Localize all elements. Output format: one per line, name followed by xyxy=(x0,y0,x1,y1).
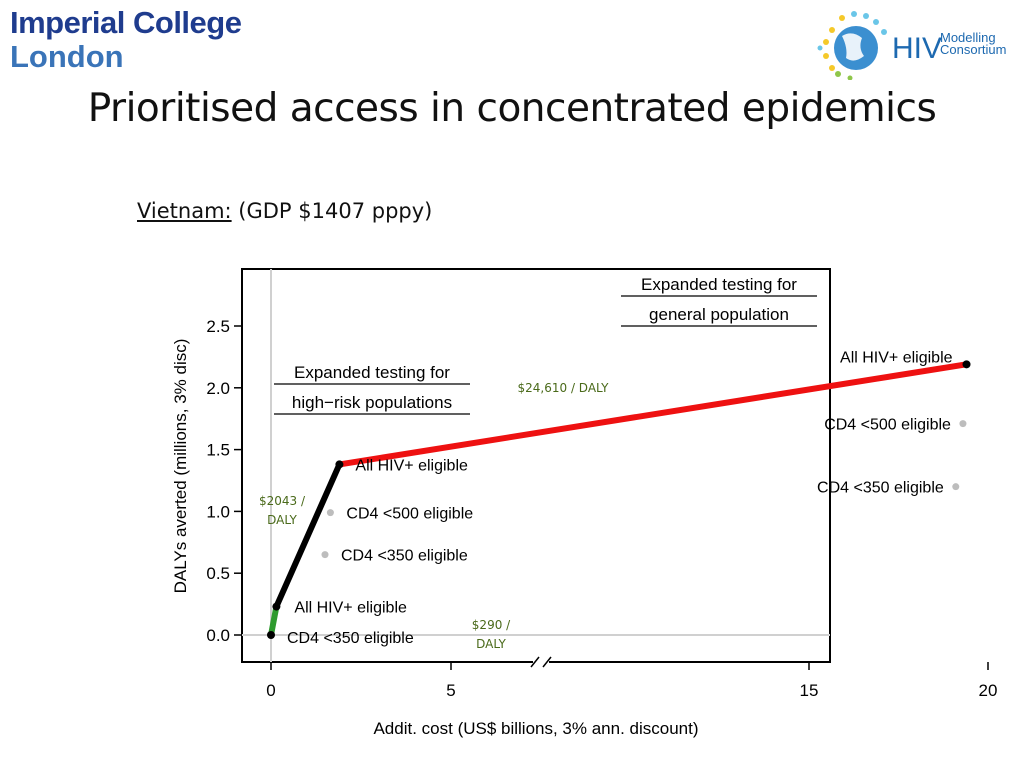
dominated-point xyxy=(959,420,967,428)
icer-annotation: DALY xyxy=(476,637,506,651)
axis-break-mark xyxy=(542,656,552,668)
x-tick-label: 20 xyxy=(979,681,998,700)
frontier-point xyxy=(267,631,275,639)
group-label-line1: Expanded testing for xyxy=(641,275,797,294)
y-tick-label: 2.5 xyxy=(206,317,230,336)
icer-annotation: $290 / xyxy=(472,618,511,632)
hiv-modelling-consortium-logo: HIV Modelling Consortium xyxy=(812,8,1017,81)
group-label-line2: high−risk populations xyxy=(292,393,452,412)
logo-right-main: HIV xyxy=(892,32,943,65)
x-tick-label: 0 xyxy=(266,681,275,700)
x-tick-label: 5 xyxy=(446,681,455,700)
frontier-point xyxy=(962,360,971,369)
icer-annotation: $2043 / xyxy=(259,494,306,508)
logo-right-sub2: Consortium xyxy=(940,42,1007,57)
x-axis-title: Addit. cost (US$ billions, 3% ann. disco… xyxy=(373,719,698,738)
group-label-line1: Expanded testing for xyxy=(294,363,450,382)
frontier-point xyxy=(272,602,281,611)
y-tick-label: 0.0 xyxy=(206,626,230,645)
point-label: CD4 <350 eligible xyxy=(287,630,414,647)
group-label-line2: general population xyxy=(649,305,789,324)
icer-annotation: DALY xyxy=(267,513,297,527)
icer-annotation: $24,610 / DALY xyxy=(518,381,610,395)
axis-break-mark xyxy=(530,656,540,668)
slide-title: Prioritised access in concentrated epide… xyxy=(87,86,937,131)
point-label: CD4 <500 eligible xyxy=(346,506,473,523)
point-label: CD4 <500 eligible xyxy=(824,417,951,434)
y-axis-title: DALYs averted (millions, 3% disc) xyxy=(171,339,190,594)
frontier-segment-black xyxy=(273,461,343,610)
y-tick-label: 1.0 xyxy=(206,502,230,521)
slide-subtitle: Vietnam: (GDP $1407 pppy) xyxy=(137,199,432,223)
y-tick-label: 1.5 xyxy=(206,441,230,460)
subtitle-country: Vietnam: xyxy=(137,199,232,223)
dominated-point xyxy=(321,551,329,559)
dominated-point xyxy=(326,509,334,517)
logo-left-line1: Imperial College xyxy=(10,5,242,40)
imperial-college-logo: Imperial College London xyxy=(10,5,242,74)
frontier-segment-red xyxy=(336,361,970,468)
axis-break-gap xyxy=(533,658,549,666)
point-label: All HIV+ eligible xyxy=(355,457,468,474)
logo-left-line2: London xyxy=(10,39,124,74)
dominated-point xyxy=(952,483,960,491)
point-label: All HIV+ eligible xyxy=(294,600,407,617)
y-tick-label: 0.5 xyxy=(206,564,230,583)
y-tick-label: 2.0 xyxy=(206,379,230,398)
globe-icon xyxy=(817,11,887,81)
point-label: CD4 <350 eligible xyxy=(817,480,944,497)
frontier-point xyxy=(335,460,344,469)
x-tick-label: 15 xyxy=(800,681,819,700)
subtitle-detail: (GDP $1407 pppy) xyxy=(238,199,433,223)
frontier-segment-green xyxy=(268,603,280,638)
logo-right-sub1: Modelling xyxy=(940,30,996,45)
point-label: All HIV+ eligible xyxy=(840,349,953,366)
point-label: CD4 <350 eligible xyxy=(341,548,468,565)
